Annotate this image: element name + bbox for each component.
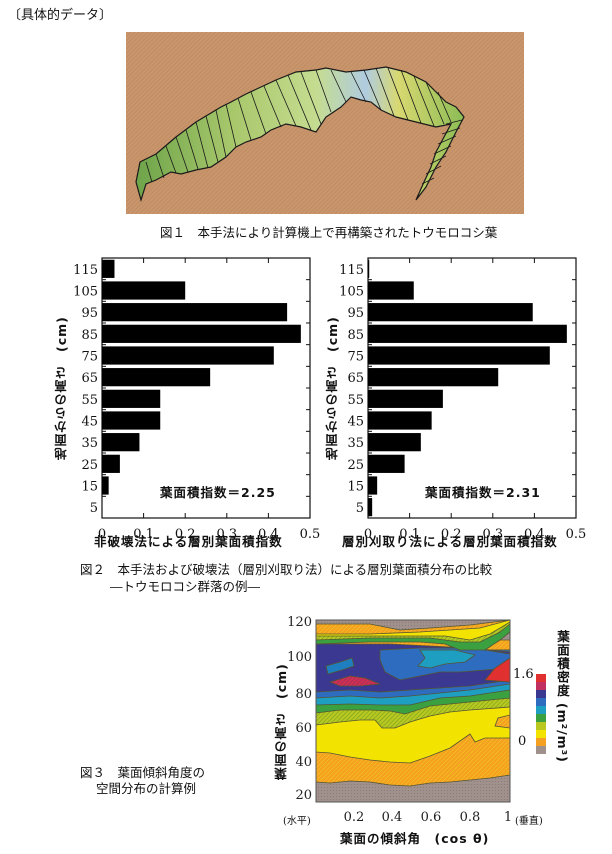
figure2-caption-line2: ―トウモロコシ群落の例― (110, 579, 261, 594)
ytick-35: 35 (347, 436, 364, 451)
bar-45 (368, 411, 432, 430)
colorbar-label: 葉面積密度 (m²/m³) (555, 630, 570, 763)
figure1-caption: 図１ 本手法により計算機上で再構築されたトウモロコシ葉 (160, 225, 498, 240)
ytick-65: 65 (81, 371, 98, 386)
ytick-5: 5 (90, 501, 98, 516)
bar-55 (368, 389, 443, 408)
contour-x-right-note: (垂直) (515, 816, 543, 827)
xtick-0.1: 0.1 (133, 527, 154, 542)
ytick-15: 15 (81, 480, 98, 495)
ytick-95: 95 (347, 306, 364, 321)
bar-75 (102, 346, 274, 365)
bar-45 (102, 411, 161, 430)
figure3-contour-plot: 120 100 80 60 40 20 0.2 0.4 0.6 0.8 1 (270, 610, 610, 850)
contour-ylabel: 葉面の高さ (cm) (274, 663, 289, 780)
ytick-105: 105 (73, 285, 98, 300)
bar-35 (368, 433, 421, 452)
contour-xtick-0.4: 0.4 (382, 810, 403, 825)
bar-55 (102, 389, 161, 408)
bar-15 (368, 476, 378, 495)
ytick-45: 45 (347, 415, 364, 430)
ytick-85: 85 (81, 328, 98, 343)
bar-105 (368, 281, 414, 300)
ytick-15: 15 (347, 480, 364, 495)
right-chart-ylabel: 地面からの高さ (cm) (325, 316, 340, 460)
contour-ytick-20: 20 (295, 788, 312, 803)
xtick-0.4: 0.4 (258, 527, 279, 542)
xtick-0.2: 0.2 (441, 527, 462, 542)
xtick-0.3: 0.3 (482, 527, 503, 542)
contour-x-left-note: (水平) (283, 816, 311, 827)
xtick-0.3: 0.3 (216, 527, 237, 542)
right-bar-chart-svg: 115 105 95 85 75 65 55 45 35 25 15 50 0.1 0.2 0.3 0.4 0.… (339, 257, 586, 542)
bar-95 (102, 303, 288, 322)
figure2-caption-line1: 図２ 本手法および破壊法（層別刈取り法）による層別葉面積分布の比較 (80, 562, 493, 577)
bar-85 (368, 324, 567, 343)
ytick-85: 85 (347, 328, 364, 343)
contour-ytick-80: 80 (295, 687, 312, 702)
bar-25 (368, 454, 405, 473)
xtick-0.1: 0.1 (399, 527, 420, 542)
contour-ytick-40: 40 (295, 755, 312, 770)
bar-25 (102, 454, 120, 473)
colorbar-min-label: 0 (518, 734, 527, 749)
figure3-caption-line1: 図３ 葉面傾斜角度の (80, 765, 206, 780)
bar-95 (368, 303, 533, 322)
ytick-55: 55 (347, 393, 364, 408)
ytick-75: 75 (81, 350, 98, 365)
contour-xtick-0.2: 0.2 (344, 810, 365, 825)
xtick-0.5: 0.5 (300, 527, 320, 542)
contour-xlabel: 葉面の傾斜角 (cos θ) (340, 831, 490, 846)
contour-ytick-100: 100 (287, 650, 312, 665)
ytick-55: 55 (81, 393, 98, 408)
xtick-0.4: 0.4 (524, 527, 545, 542)
ytick-75: 75 (347, 350, 364, 365)
ytick-95: 95 (81, 306, 98, 321)
figure1-leaf-reconstruction (126, 32, 524, 214)
bar-115 (368, 259, 370, 278)
ytick-5: 5 (356, 501, 364, 516)
figure2-left-bar-chart: 115 105 95 85 75 65 55 45 35 25 15 5 0 0.1 0.2 0.3 0.4 0.… (50, 252, 320, 552)
bar-75 (368, 346, 550, 365)
section-label: 〔具体的データ〕 (8, 8, 113, 23)
leaf-reconstruction-image (126, 32, 524, 214)
colorbar-max-label: 1.6 (513, 667, 534, 682)
contour-xtick-0.6: 0.6 (421, 810, 442, 825)
bar-15 (102, 476, 109, 495)
right-chart-xlabel: 層別刈取り法による層別葉面積指数 (342, 534, 558, 549)
figure3-caption-line2: 空間分布の計算例 (96, 781, 197, 796)
left-bar-chart-svg: 115 105 95 85 75 65 55 45 35 25 15 50 0.1 0.2 0.3 0.4 0.… (73, 257, 320, 542)
xtick-0.5: 0.5 (566, 527, 586, 542)
ytick-35: 35 (81, 436, 98, 451)
contour-ytick-120: 120 (287, 615, 312, 630)
contour-plot-svg: 120 100 80 60 40 20 0.2 0.4 0.6 0.8 1 (287, 615, 546, 825)
ytick-115: 115 (339, 263, 364, 278)
left-chart-annotation: 葉面積指数＝2.25 (160, 485, 276, 500)
ytick-25: 25 (347, 458, 364, 473)
ytick-45: 45 (81, 415, 98, 430)
figure2-right-bar-chart: 115 105 95 85 75 65 55 45 35 25 15 5 0 0.1 0.2 0.3 0.4 0.… (316, 252, 586, 552)
xtick-0: 0 (364, 527, 372, 542)
xtick-0.2: 0.2 (175, 527, 196, 542)
bar-85 (102, 324, 301, 343)
ytick-105: 105 (339, 285, 364, 300)
contour-ytick-60: 60 (295, 721, 312, 736)
bar-5 (368, 498, 373, 517)
bar-65 (368, 368, 499, 387)
colorbar (536, 674, 546, 754)
bar-115 (102, 259, 115, 278)
left-chart-ylabel: 地面からの高さ (cm) (54, 316, 69, 460)
contour-xtick-0.8: 0.8 (460, 810, 481, 825)
xtick-0: 0 (98, 527, 106, 542)
left-chart-xlabel: 非破壊法による層別葉面積指数 (94, 534, 283, 549)
right-chart-annotation: 葉面積指数＝2.31 (425, 485, 541, 500)
ytick-25: 25 (81, 458, 98, 473)
contour-xtick-1: 1 (504, 810, 512, 825)
ytick-65: 65 (347, 371, 364, 386)
bar-65 (102, 368, 211, 387)
bar-35 (102, 433, 140, 452)
bar-105 (102, 281, 186, 300)
ytick-115: 115 (73, 263, 98, 278)
